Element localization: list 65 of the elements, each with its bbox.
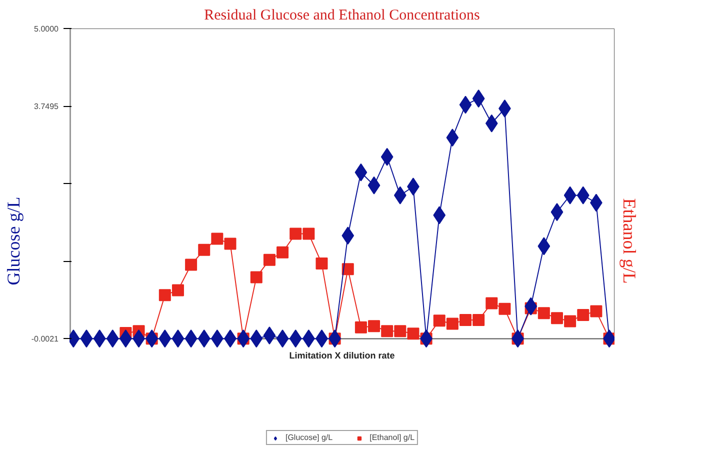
- point: [302, 228, 315, 240]
- y-tick-label: 3.7495: [34, 102, 60, 112]
- point: [446, 128, 459, 147]
- point: [460, 314, 472, 326]
- point: [276, 246, 289, 258]
- point: [224, 238, 236, 250]
- point: [289, 330, 302, 348]
- point: [407, 328, 420, 340]
- y2-axis-title: Ethanol g/L: [620, 198, 640, 284]
- point: [524, 297, 538, 316]
- point: [198, 244, 210, 256]
- point: [380, 148, 394, 166]
- point: [550, 203, 564, 222]
- y-tick-label: 5.0000: [34, 24, 60, 34]
- point: [250, 271, 262, 284]
- point: [146, 330, 158, 348]
- y-axis-title: Glucose g/L: [3, 196, 24, 286]
- point: [498, 302, 511, 315]
- point: [368, 320, 380, 332]
- point: [576, 186, 590, 204]
- point: [459, 96, 472, 114]
- point: [316, 258, 328, 270]
- point: [342, 263, 354, 276]
- point: [472, 314, 485, 326]
- point: [550, 312, 563, 324]
- point: [486, 297, 498, 310]
- point: [172, 330, 184, 348]
- point: [577, 309, 590, 322]
- point: [198, 330, 210, 348]
- point: [93, 330, 106, 348]
- point: [538, 237, 550, 256]
- point: [158, 330, 172, 348]
- point: [172, 284, 184, 296]
- point: [185, 258, 198, 271]
- point: [590, 305, 602, 318]
- x-axis-title: Limitation X dilution rate: [289, 350, 395, 361]
- point: [368, 176, 380, 194]
- point: [342, 226, 354, 245]
- point: [354, 321, 367, 334]
- point: [433, 206, 446, 224]
- point: [394, 186, 406, 204]
- point: [354, 163, 368, 182]
- legend-label: [Glucose] g/L: [285, 433, 333, 442]
- point: [446, 318, 458, 330]
- y-tick-label: -0.0021: [31, 334, 60, 344]
- chart-title: Residual Glucose and Ethanol Concentrations: [204, 8, 480, 24]
- point: [394, 325, 406, 338]
- point: [290, 228, 302, 240]
- point: [184, 330, 198, 348]
- point: [263, 326, 276, 344]
- point: [564, 315, 576, 328]
- point: [433, 314, 446, 327]
- point: [276, 330, 289, 348]
- point: [158, 289, 171, 302]
- point: [80, 330, 93, 348]
- point: [106, 330, 119, 348]
- point: [564, 186, 576, 204]
- point: [211, 232, 224, 245]
- legend-label: [Ethanol] g/L: [370, 433, 415, 442]
- point: [485, 114, 498, 132]
- point: [250, 330, 263, 348]
- point: [538, 307, 550, 320]
- point: [381, 325, 394, 338]
- point: [263, 254, 276, 266]
- point: [472, 90, 485, 108]
